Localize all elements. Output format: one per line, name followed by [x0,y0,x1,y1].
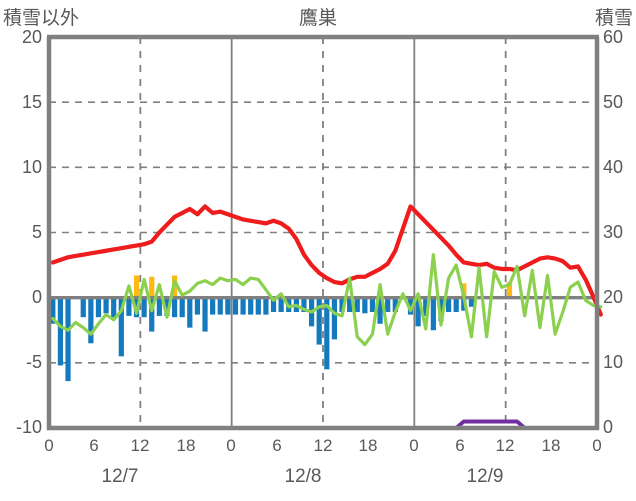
right-axis-title: 積雪 [594,8,633,29]
bar-0-26 [248,297,254,315]
x-tick-5: 6 [272,436,282,455]
bar-0-7 [103,297,109,314]
bar-0-48 [415,297,421,327]
y-tick-right-5: 10 [603,352,624,372]
bar-0-28 [263,297,269,315]
bar-0-1 [57,297,64,366]
y-tick-right-6: 0 [603,417,614,437]
bar-0-43 [377,297,383,324]
y-tick-right-2: 40 [603,157,624,177]
x-tick-12: 0 [592,436,602,455]
bar-0-25 [240,297,246,315]
bar-0-2 [65,297,71,382]
bar-0-50 [430,297,436,331]
bar-0-33 [301,297,307,313]
bar-0-49 [423,297,429,316]
y-tick-right-4: 20 [603,287,624,307]
x-tick-1: 6 [89,436,99,455]
x-tick-4: 0 [226,436,236,455]
x-tick-3: 18 [176,436,196,455]
bar-0-18 [187,297,193,328]
left-axis-title: 積雪以外 [3,8,80,29]
y-tick-left-0: 20 [21,27,42,47]
bar-0-17 [179,297,185,318]
y-tick-right-0: 60 [603,27,624,47]
bar-0-19 [194,297,201,315]
bar-0-0 [50,297,56,324]
bar-0-35 [316,297,322,345]
bar-0-38 [339,297,345,313]
y-tick-left-6: -10 [15,417,42,437]
bar-0-55 [468,297,475,307]
bar-0-4 [80,297,86,318]
y-tick-right-3: 30 [603,222,624,242]
bar-0-9 [118,297,124,357]
bar-0-45 [392,297,398,313]
bar-1-11 [133,275,140,298]
bar-0-8 [111,297,117,318]
bar-0-40 [354,297,360,313]
bar-0-13 [149,297,155,332]
y-tick-left-2: 10 [21,157,42,177]
grid-layer [49,37,597,428]
x-tick-8: 0 [409,436,419,455]
x-day-label-1: 12/8 [284,466,322,487]
bar-0-24 [232,297,239,315]
y-tick-right-1: 50 [603,92,624,112]
x-tick-6: 12 [313,436,333,455]
x-tick-11: 18 [541,436,561,455]
y-tick-left-5: -5 [25,352,42,372]
x-tick-0: 0 [44,436,54,455]
bar-0-29 [270,297,277,313]
x-tick-9: 6 [455,436,465,455]
bar-1-60 [506,282,513,298]
bar-0-53 [453,297,459,313]
bar-0-39 [347,297,353,313]
bar-0-52 [445,297,452,313]
plot-frame [46,34,600,431]
bar-0-41 [362,297,368,314]
x-day-label-2: 12/9 [466,466,504,487]
bar-0-47 [407,297,414,315]
bar-0-37 [331,297,338,340]
x-tick-10: 12 [495,436,515,455]
bar-0-27 [255,297,261,315]
bar-0-20 [202,297,208,332]
bar-0-36 [324,297,330,370]
bar-0-42 [369,297,376,313]
bar-0-10 [126,297,132,316]
y-tick-left-1: 15 [21,92,42,112]
series-気温 [50,204,603,317]
bar-0-23 [225,297,231,315]
bar-0-16 [171,297,178,318]
chart-title: 鷹巣 [298,8,337,29]
bar-1-13 [149,276,155,298]
bar-0-6 [95,297,102,318]
bar-0-21 [210,297,216,315]
bar-0-5 [88,297,94,344]
y-tick-left-3: 5 [31,222,42,242]
bar-0-12 [141,297,147,318]
y-tick-left-4: 0 [31,287,42,307]
x-tick-2: 12 [130,436,150,455]
bar-series-layer [50,275,513,382]
bar-0-14 [156,297,162,316]
bar-0-22 [217,297,223,315]
bar-0-30 [278,297,284,313]
series-風速 [51,253,603,347]
bar-0-15 [164,297,170,316]
bar-0-51 [438,297,444,322]
bar-0-44 [385,297,391,313]
x-day-label-0: 12/7 [101,466,139,487]
x-tick-7: 18 [358,436,378,455]
